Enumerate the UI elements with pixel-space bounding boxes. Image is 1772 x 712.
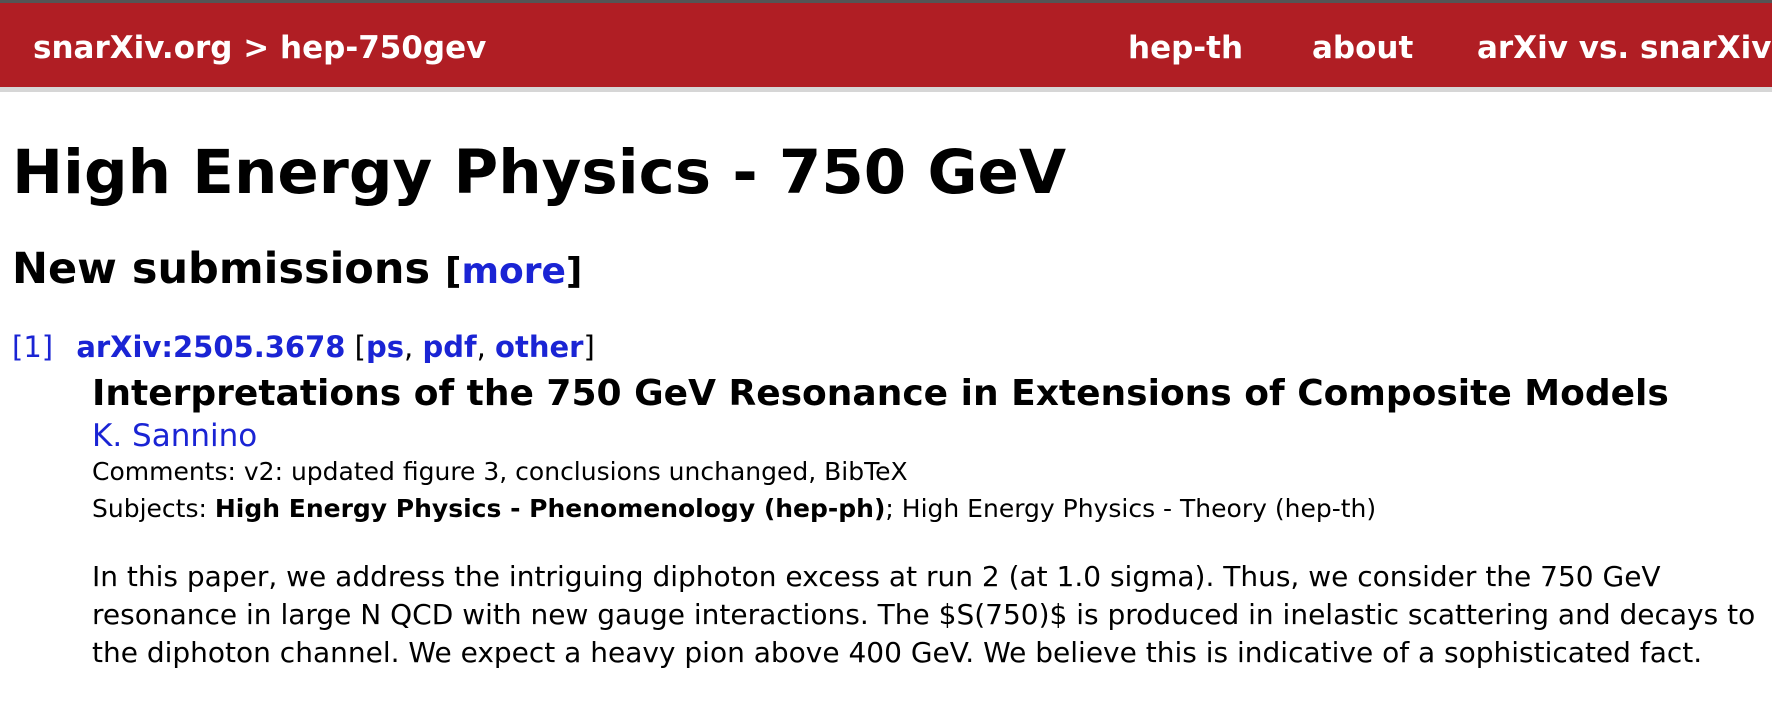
entry-number[interactable]: [1] [12,330,54,364]
abstract-text: In this paper, we address the intriguing… [92,560,1756,669]
subjects-label: Subjects: [92,494,207,523]
more-bracket-close: ] [565,251,583,292]
subjects-line: Subjects: High Energy Physics - Phenomen… [92,494,1762,523]
format-link-ps[interactable]: ps [365,330,405,364]
primary-subject: High Energy Physics - Phenomenology (hep… [214,494,886,523]
nav-link-about[interactable]: about [1312,30,1414,66]
formats-bracket-open: [ [354,330,366,364]
author-link[interactable]: K. Sannino [92,418,258,454]
paper-title: Interpretations of the 750 GeV Resonance… [92,373,1669,414]
entry-header: [1] arXiv:2505.3678 [ps, pdf, other] [12,330,595,364]
section-title: New submissions [12,244,431,294]
format-link-pdf[interactable]: pdf [422,330,477,364]
arxiv-id-link[interactable]: arXiv:2505.3678 [76,330,346,364]
top-navigation-bar: snarXiv.org > hep-750gev hep-th about ar… [0,0,1772,92]
format-link-other[interactable]: other [495,330,584,364]
site-breadcrumb[interactable]: snarXiv.org > hep-750gev [33,30,487,66]
subject-separator: ; [885,494,902,523]
secondary-subject: High Energy Physics - Theory (hep-th) [901,494,1377,523]
comments-label: Comments: [92,457,236,486]
comments-line: Comments: v2: updated figure 3, conclusi… [92,457,1762,486]
more-bracket-open: [ [445,251,462,292]
more-link[interactable]: more [461,251,566,292]
nav-link-arxiv-vs-snarxiv[interactable]: arXiv vs. snarXiv [1477,30,1772,66]
formats-bracket-close: ] [583,330,595,364]
nav-link-hep-th[interactable]: hep-th [1128,30,1244,66]
comments-text: v2: updated figure 3, conclusions unchan… [243,457,908,486]
section-heading: New submissions [more] [12,244,582,294]
page-title: High Energy Physics - 750 GeV [12,137,1067,208]
format-separator: , [476,330,496,364]
format-separator: , [404,330,423,364]
